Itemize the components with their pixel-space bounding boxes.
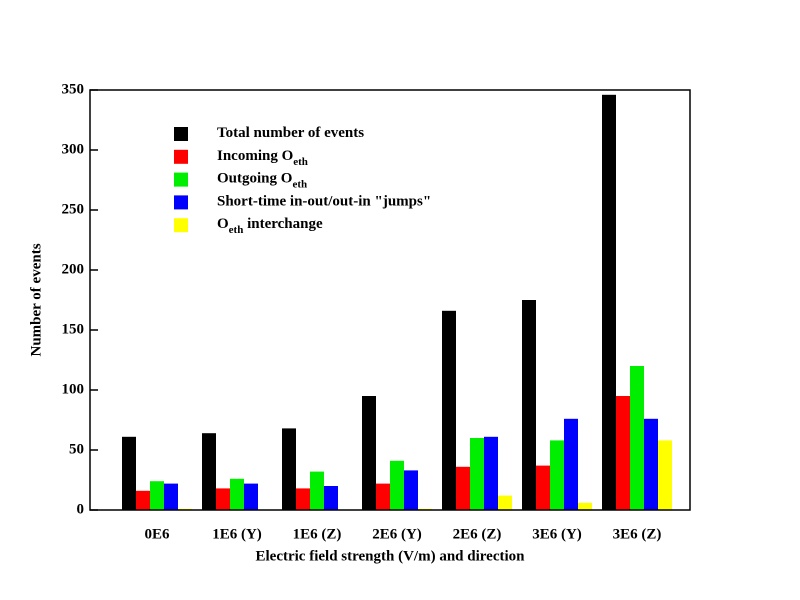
bar: [498, 495, 512, 510]
y-tick-label: 150: [62, 321, 85, 337]
x-tick-label: 1E6 (Y): [212, 526, 262, 542]
bar: [536, 465, 550, 510]
legend-swatch: [174, 218, 188, 233]
y-tick-label: 50: [69, 441, 84, 457]
bar: [376, 483, 390, 510]
legend-label-part: eth: [292, 178, 307, 190]
bar: [404, 470, 418, 510]
bar: [456, 466, 470, 510]
bar: [644, 418, 658, 510]
bar: [564, 418, 578, 510]
bar: [296, 488, 310, 510]
bar: [630, 366, 644, 510]
y-tick-label: 0: [77, 501, 85, 517]
y-tick-label: 200: [62, 261, 85, 277]
bar: [550, 440, 564, 510]
legend-label-part: Total number of events: [217, 125, 364, 141]
legend-label-part: Outgoing O: [217, 171, 292, 187]
bar: [470, 438, 484, 510]
bar: [324, 486, 338, 510]
bar: [244, 483, 258, 510]
legend-swatch: [174, 172, 188, 187]
legend-swatch: [174, 127, 188, 141]
legend-swatch: [174, 149, 188, 164]
y-axis-label: Number of events: [28, 243, 44, 356]
y-tick-label: 100: [62, 381, 85, 397]
legend-label: Total number of events: [217, 125, 364, 141]
x-tick-label: 3E6 (Y): [532, 526, 582, 542]
bar: [216, 488, 230, 510]
x-tick-label: 3E6 (Z): [613, 526, 662, 542]
x-tick-label: 2E6 (Z): [453, 526, 502, 542]
bar: [602, 94, 616, 511]
bar: [164, 483, 178, 510]
legend-label: Incoming Oeth: [217, 148, 308, 167]
bar: [202, 433, 216, 510]
bar: [442, 310, 456, 510]
bar: [310, 471, 324, 510]
bar: [658, 440, 672, 510]
bar: [282, 428, 296, 510]
bar: [390, 460, 404, 510]
x-tick-label: 1E6 (Z): [293, 526, 342, 542]
legend-label: Short-time in-out/out-in "jumps": [217, 194, 431, 210]
x-axis-label: Electric field strength (V/m) and direct…: [256, 548, 526, 564]
legend-label-part: interchange: [243, 217, 323, 233]
legend-label: Oeth interchange: [217, 217, 323, 236]
x-tick-label: 0E6: [144, 526, 170, 542]
bar: [150, 481, 164, 510]
bar: [362, 396, 376, 510]
legend-label-part: Short-time in-out/out-in "jumps": [217, 194, 431, 210]
legend-label-part: eth: [229, 224, 244, 236]
y-tick-label: 250: [62, 201, 85, 217]
bar: [484, 436, 498, 510]
legend-label: Outgoing Oeth: [217, 171, 307, 190]
x-tick-label: 2E6 (Y): [372, 526, 422, 542]
bar: [230, 478, 244, 510]
y-tick-label: 300: [62, 141, 85, 157]
bar: [136, 490, 150, 510]
bar: [522, 300, 536, 510]
bar: [122, 436, 136, 510]
y-tick-label: 350: [62, 81, 85, 97]
bar: [578, 502, 592, 510]
legend-label-part: eth: [293, 155, 308, 167]
legend-swatch: [174, 195, 188, 210]
bar: [616, 396, 630, 510]
plot-frame: [89, 89, 691, 511]
legend-label-part: Incoming O: [217, 148, 293, 164]
legend-label-part: O: [217, 217, 229, 233]
